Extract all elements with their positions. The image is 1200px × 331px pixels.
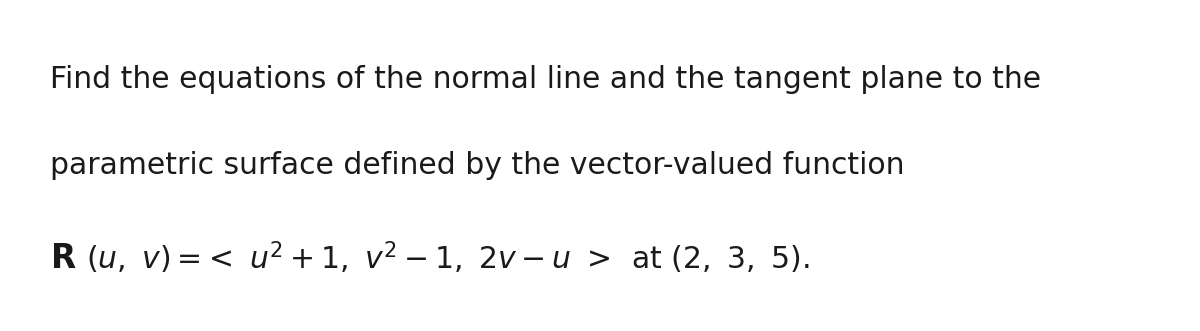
- Text: $\mathbf{R}$: $\mathbf{R}$: [50, 242, 77, 275]
- Text: Find the equations of the normal line and the tangent plane to the: Find the equations of the normal line an…: [50, 65, 1042, 94]
- Text: $(u,\ v) =\!<\ u^2 + 1,\ v^2 - 1,\ 2v - u\ >\,$ at $(2,\ 3,\ 5).$: $(u,\ v) =\!<\ u^2 + 1,\ v^2 - 1,\ 2v - …: [86, 240, 810, 276]
- Text: parametric surface defined by the vector-valued function: parametric surface defined by the vector…: [50, 151, 905, 180]
